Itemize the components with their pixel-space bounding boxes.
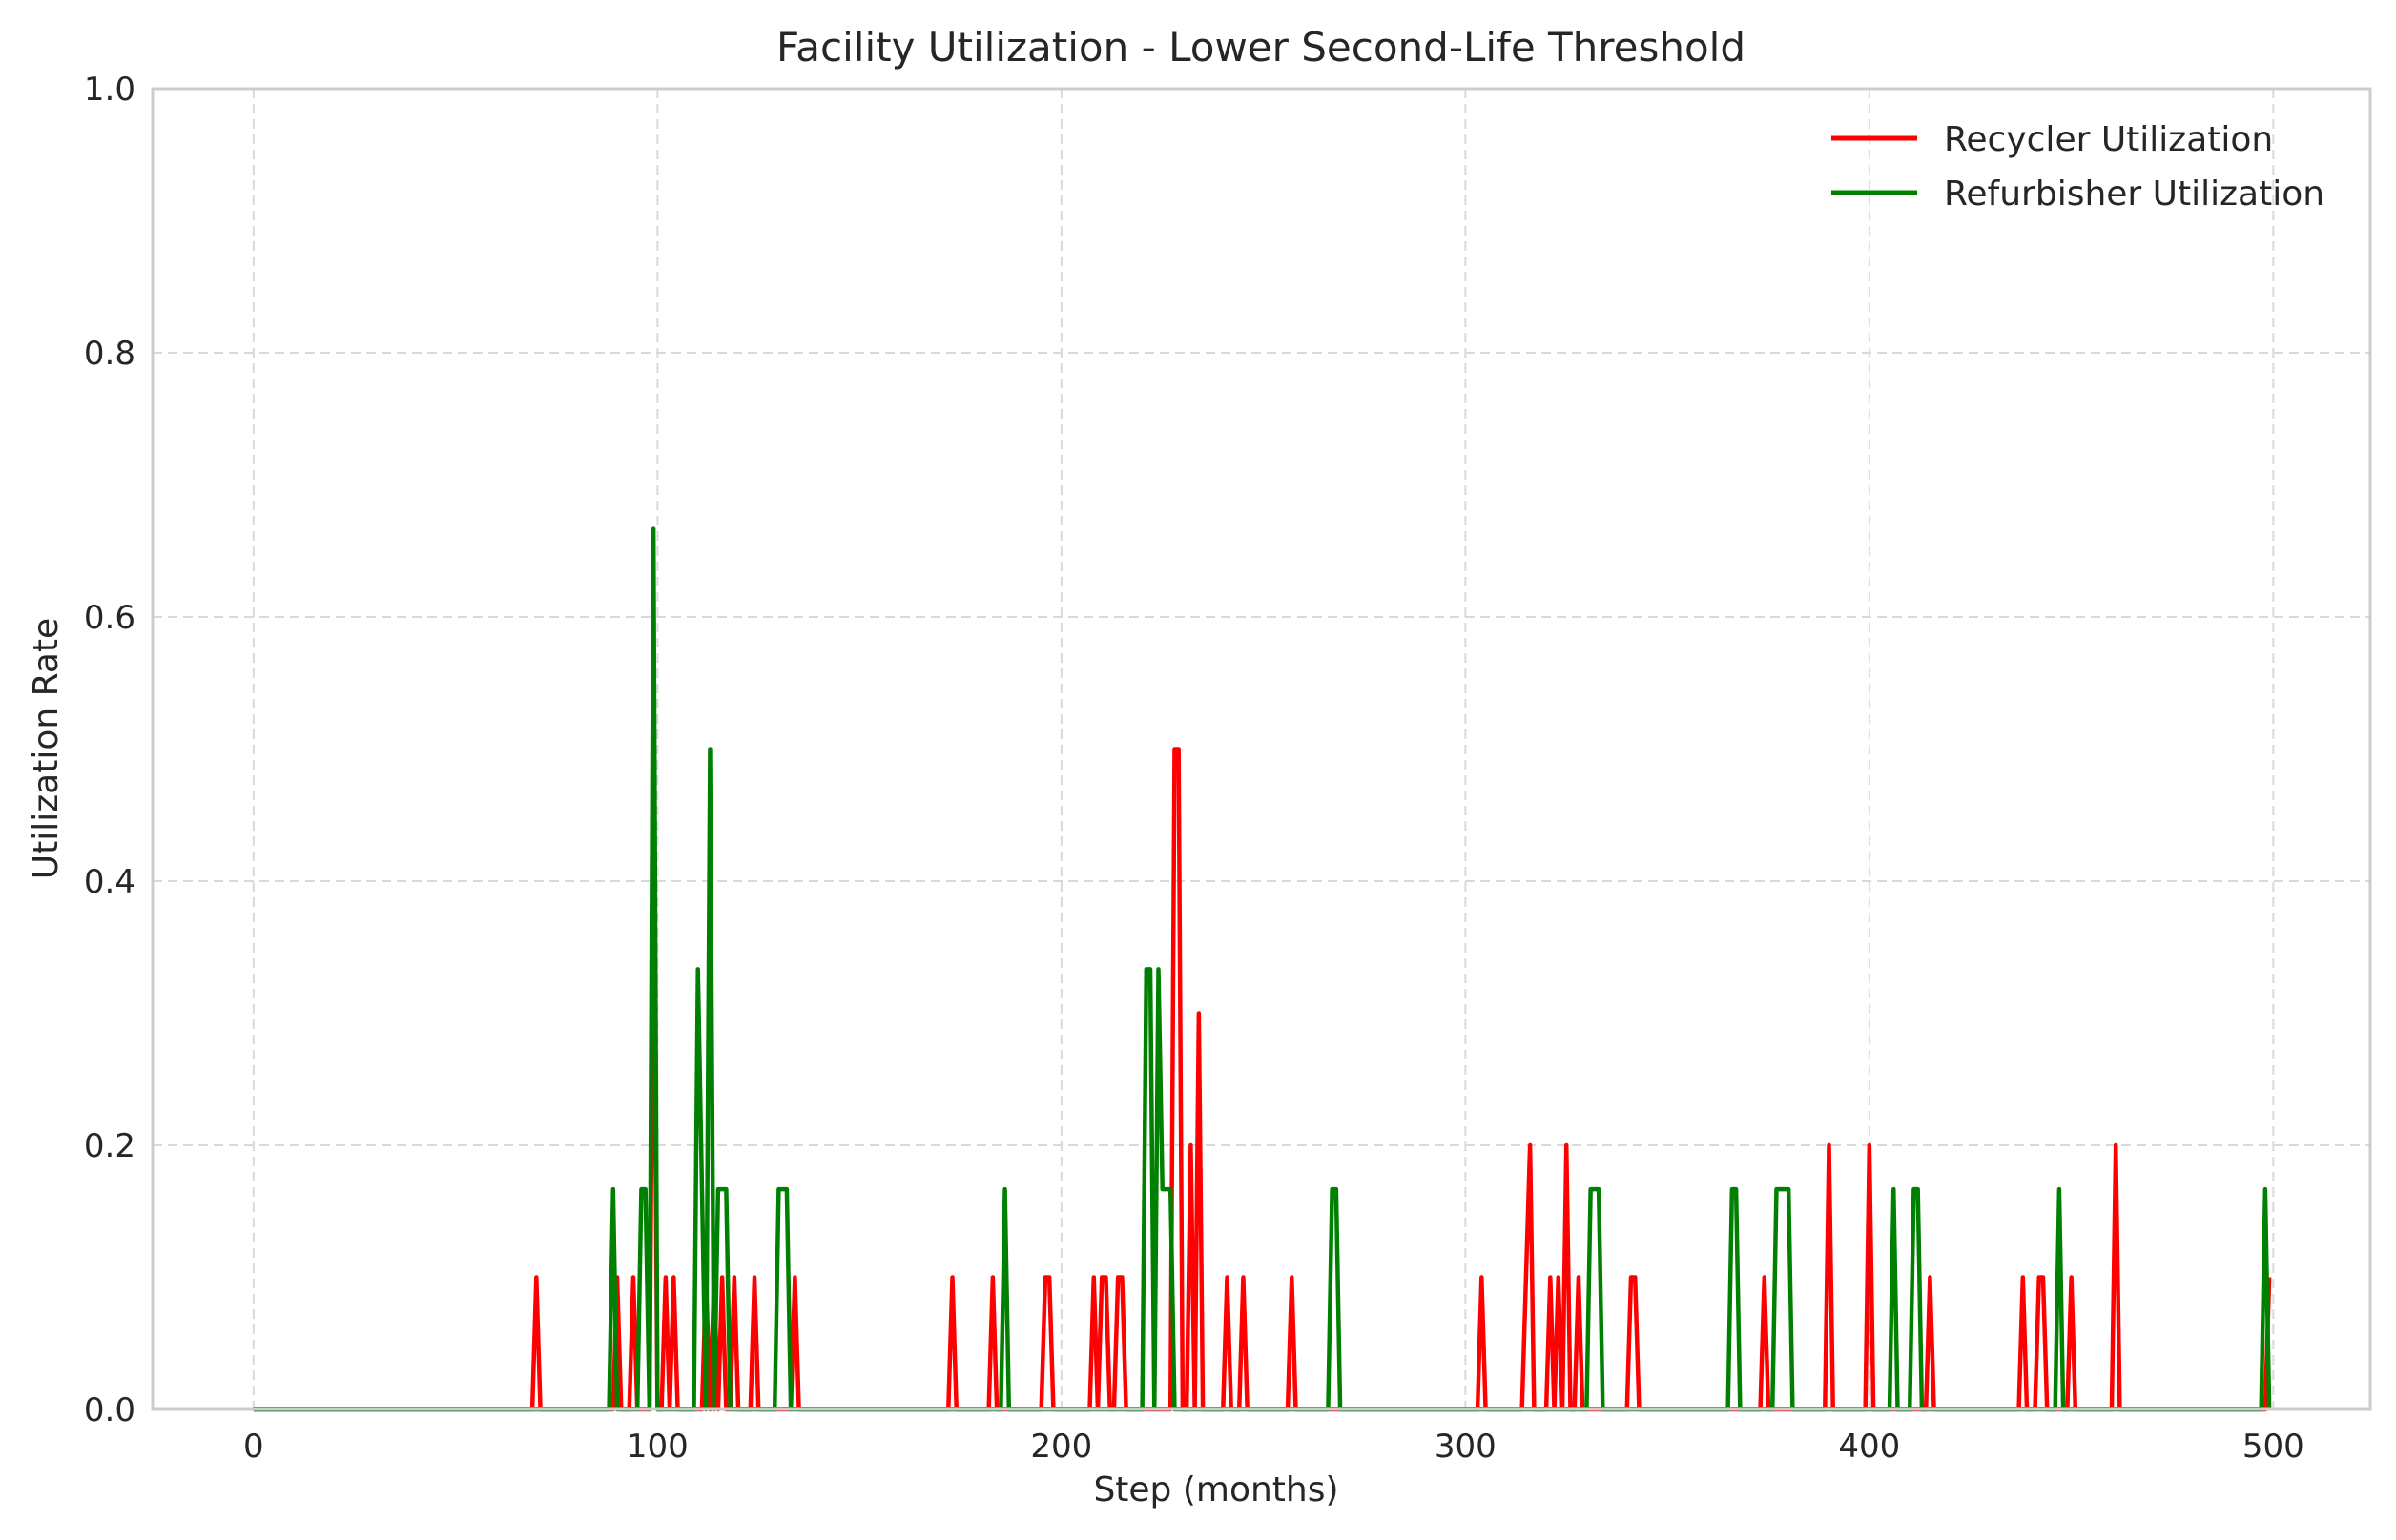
y-tick-label: 0.2	[84, 1127, 135, 1165]
y-tick-label: 1.0	[84, 71, 135, 109]
legend-label-recycler: Recycler Utilization	[1944, 120, 2273, 159]
y-axis-label: Utilization Rate	[27, 618, 66, 879]
x-tick-label: 300	[1435, 1427, 1497, 1466]
y-tick-label: 0.0	[84, 1391, 135, 1429]
legend: Recycler Utilization Refurbisher Utiliza…	[1831, 120, 2324, 214]
y-tick-label: 0.8	[84, 335, 135, 373]
tick-labels: 0 100 200 300 400 500 0.0 0.2 0.4 0.6 0.8 1.0	[84, 71, 2304, 1466]
plot-area	[153, 89, 2370, 1409]
legend-label-refurbisher: Refurbisher Utilization	[1944, 175, 2324, 214]
y-tick-label: 0.6	[84, 599, 135, 637]
x-tick-label: 100	[627, 1427, 689, 1466]
x-tick-label: 200	[1030, 1427, 1092, 1466]
plot-frame	[151, 87, 2372, 1411]
x-tick-label: 400	[1838, 1427, 1900, 1466]
x-axis-label: Step (months)	[1093, 1470, 1338, 1509]
x-tick-label: 500	[2242, 1427, 2304, 1466]
y-tick-label: 0.4	[84, 863, 135, 901]
chart-title: Facility Utilization - Lower Second-Life…	[776, 24, 1745, 71]
x-tick-label: 0	[243, 1427, 264, 1466]
